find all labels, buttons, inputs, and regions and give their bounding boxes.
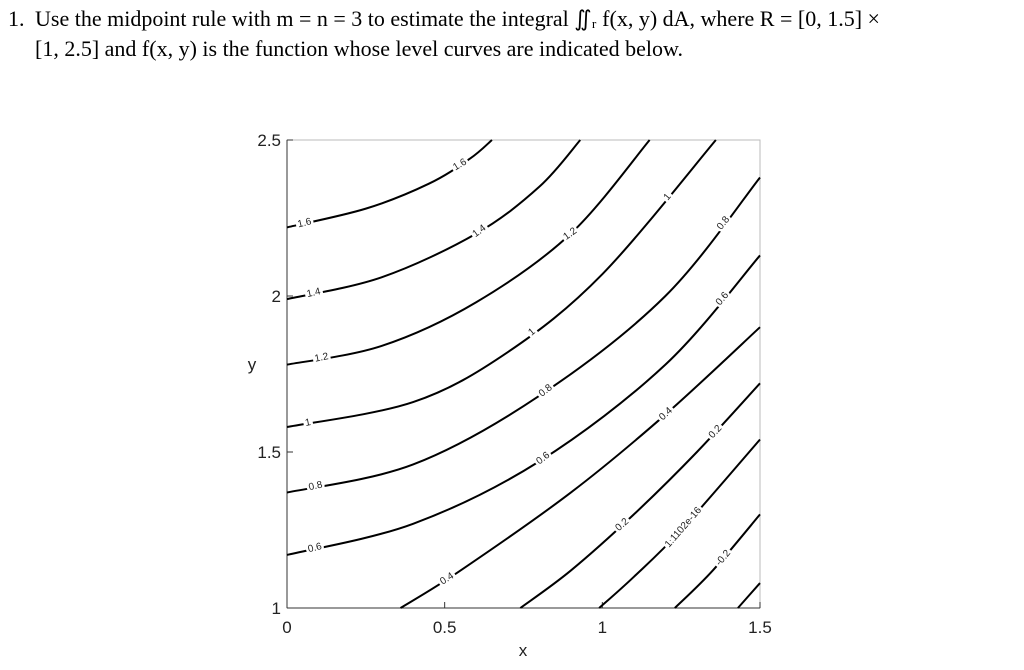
contour-label: 1.6: [451, 156, 469, 173]
contour-line: [286, 139, 717, 429]
contour-line: [399, 326, 761, 609]
contour-line: [519, 382, 761, 609]
contour-line: [286, 139, 582, 301]
y-axis-label: y: [248, 355, 257, 374]
contour-line: [286, 176, 761, 494]
contour-label: 0.6: [307, 541, 324, 555]
contour-label: 0.8: [537, 382, 555, 400]
contour-line: [737, 582, 761, 609]
contour-label: 0.4: [438, 570, 456, 587]
y-tick-label: 1: [272, 599, 281, 618]
contour-line: [674, 513, 761, 609]
contour-line: [286, 254, 761, 556]
problem-number: 1.: [8, 6, 25, 31]
contour-line: [598, 438, 761, 609]
contour-line: [286, 139, 651, 366]
y-tick-label: 2.5: [257, 131, 281, 150]
contour-label: 1.6: [297, 216, 313, 230]
contour-label: 1.4: [471, 223, 489, 240]
contour-label: 0.6: [534, 450, 552, 467]
contour-label: 1.1102e-16: [663, 505, 704, 550]
contour-label: 1.4: [306, 286, 322, 300]
contour-line: [286, 139, 493, 229]
contour-label: 1.2: [314, 351, 330, 365]
problem-text: Use the midpoint rule with m = n = 3 to …: [35, 6, 880, 31]
problem-text: [1, 2.5] and f(x, y) is the function who…: [35, 36, 683, 61]
x-tick-label: 1: [598, 618, 607, 637]
x-tick-label: 0: [282, 618, 291, 637]
x-axis-label: x: [519, 641, 528, 660]
y-tick-label: 2: [272, 287, 281, 306]
x-tick-label: 0.5: [433, 618, 457, 637]
contour-label: 0.8: [308, 479, 324, 493]
x-tick-label: 1.5: [748, 618, 772, 637]
y-tick-label: 1.5: [257, 443, 281, 462]
